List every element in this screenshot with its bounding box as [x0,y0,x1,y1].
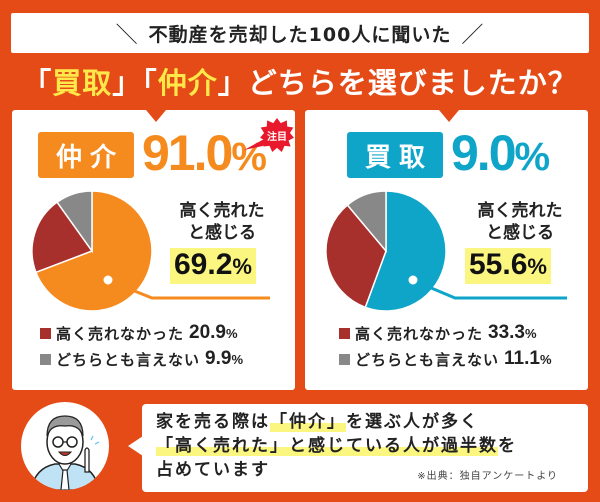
legend-value: 33.3% [488,322,537,344]
broker-panel: 仲介 91.0% 注目 高く売れた と感じる 69.2% 高く売れなかった 20… [12,110,295,390]
text: 家を売る際は [156,412,270,432]
banner-text: 不動産を売却した100人に聞いた [148,23,452,46]
legend-item: 高く売れなかった 20.9% [40,320,243,346]
broker-callout-label: 高く売れた と感じる [162,200,282,244]
value: 9.9 [205,348,232,369]
slash-right: ／ [461,23,485,48]
percent-sign: % [232,254,252,279]
percent-sign: % [231,352,243,367]
broker-legend: 高く売れなかった 20.9% どちらとも言えない 9.9% [40,320,243,372]
callout-line1: 高く売れた [477,201,563,221]
callout-line2: と感じる [188,223,256,243]
broker-callout-value: 69.2% [170,248,256,284]
value: 33.3 [488,322,525,343]
summary-line3: 占めています [156,460,270,480]
legend-item: 高く売れなかった 33.3% [339,320,552,346]
percent-sign: % [527,254,547,279]
broker-share: 91.0% [142,124,267,182]
buyout-panel: 買取 9.0% 高く売れた と感じる 55.6% 高く売れなかった 33.3% … [305,110,588,390]
bracket: 「 [22,66,53,100]
gray-swatch-icon [339,353,350,365]
callout-line2: と感じる [486,223,554,243]
speech-bubble-tail [128,436,143,456]
value: 11.1 [504,348,540,369]
summary-line1: 家を売る際は「仲介」を選ぶ人が多く [156,410,588,434]
share-value: 91.0 [142,125,233,181]
question-suffix: 」どちらを選びましたか？ [217,66,578,100]
question-headline: 「買取」「仲介」どちらを選びましたか？ [0,60,600,102]
slash-left: ＼ [115,23,139,48]
highlight: 「高く売れた」と感じている人が過半数 [156,436,498,456]
legend-value: 9.9% [205,348,243,370]
buyout-legend: 高く売れなかった 33.3% どちらとも言えない 11.1% [339,320,552,372]
value: 55.6 [469,248,528,281]
notch [146,110,166,122]
legend-label: 高く売れなかった [56,324,185,343]
legend-value: 11.1% [504,348,552,370]
attention-badge: 注目 [260,118,294,152]
value: 20.9 [189,322,226,343]
businessman-illustration-icon [30,415,100,490]
red-swatch-icon [40,327,51,339]
survey-banner: ＼ 不動産を売却した100人に聞いた ／ [11,13,589,53]
percent-sign: % [226,326,238,341]
advisor-avatar [21,402,109,490]
buyout-callout-label: 高く売れた と感じる [460,200,580,244]
percent-sign: % [525,326,537,341]
legend-item: どちらとも言えない 11.1% [339,346,552,372]
legend-item: どちらとも言えない 9.9% [40,346,243,372]
summary-speech-bubble: 家を売る際は「仲介」を選ぶ人が多く 「高く売れた」と感じている人が過半数を 占め… [142,404,588,492]
legend-value: 20.9% [189,322,238,344]
buyout-label: 買取 [347,132,443,178]
value: 69.2 [174,248,233,281]
red-swatch-icon [339,327,350,339]
legend-label: 高く売れなかった [355,324,484,343]
legend-label: どちらとも言えない [355,350,500,369]
bracket: 」「 [112,66,158,100]
callout-line1: 高く売れた [179,201,265,221]
percent-sign: % [539,352,552,367]
question-broker: 仲介 [157,66,218,100]
question-buyout: 買取 [52,66,113,100]
highlight: 「仲介」 [270,412,346,432]
source-note: ※出典：独自アンケートより [417,471,558,482]
percent-sign: % [514,135,551,179]
buyout-callout-value: 55.6% [465,248,551,284]
gray-swatch-icon [40,353,51,365]
buyout-share: 9.0% [451,124,551,182]
broker-pie-chart [31,190,153,312]
summary-line2: 「高く売れた」と感じている人が過半数を [156,434,588,458]
broker-label: 仲介 [38,132,134,178]
buyout-pie-chart [325,190,447,312]
text: を選ぶ人が多く [346,412,479,432]
notch [439,110,459,122]
legend-label: どちらとも言えない [56,350,201,369]
share-value: 9.0 [451,125,517,181]
text: を [498,436,517,456]
